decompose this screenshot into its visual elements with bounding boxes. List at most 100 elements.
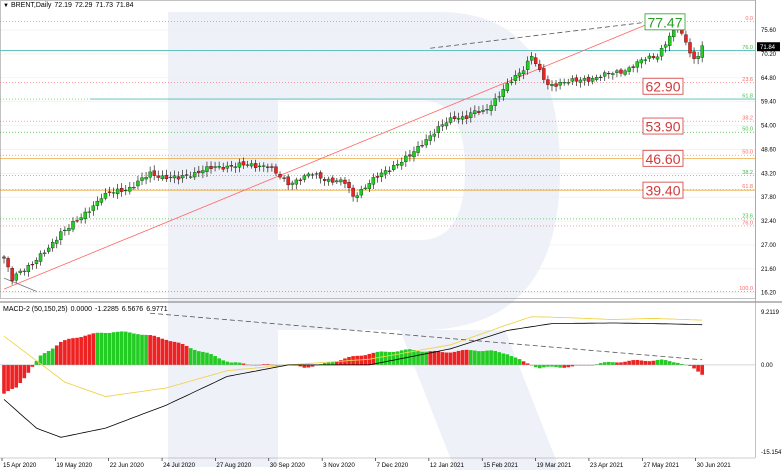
candle-body — [107, 191, 112, 193]
macd-bar — [395, 351, 400, 365]
dropdown-arrow-icon[interactable]: ▼ — [3, 3, 9, 9]
macd-bar — [533, 364, 538, 368]
macd-bar — [391, 352, 396, 365]
candle-body — [639, 59, 643, 64]
macd-bar — [399, 350, 404, 365]
candle-body — [529, 56, 534, 61]
candle-body — [566, 82, 570, 84]
candle — [477, 106, 481, 116]
candle — [197, 166, 201, 178]
candle — [363, 184, 367, 190]
candle-body — [38, 253, 43, 262]
candle — [282, 175, 286, 182]
macd-bar — [428, 351, 433, 365]
macd-bar — [152, 335, 157, 365]
candle — [99, 193, 104, 206]
candle-body — [111, 192, 116, 194]
candle — [79, 213, 83, 224]
candle-body — [578, 79, 583, 83]
fib-level-label: 61.8 — [742, 184, 753, 190]
candle — [34, 257, 39, 269]
target-label-box — [642, 77, 684, 95]
candle — [331, 175, 335, 186]
candle — [225, 161, 229, 173]
fib-level-label: 61.8 — [742, 94, 753, 100]
low-value: 71.73 — [95, 2, 113, 9]
candle-body — [542, 68, 546, 80]
macd-bar — [115, 331, 120, 365]
candle — [432, 128, 436, 142]
candle-body — [152, 170, 156, 176]
candle-body — [6, 258, 10, 268]
candle-body — [63, 229, 67, 232]
macd-bar — [643, 360, 648, 365]
candle-body — [282, 177, 286, 179]
candle — [611, 71, 615, 80]
macd-bar — [647, 361, 652, 365]
macd-bar — [99, 332, 104, 365]
candle — [310, 172, 315, 179]
macd-bar — [513, 357, 518, 365]
candle-body — [489, 105, 493, 111]
candle — [152, 165, 156, 181]
candle-body — [655, 56, 660, 60]
macd-bar — [87, 334, 92, 365]
candle — [144, 171, 148, 185]
price-tick-label: 48.60 — [761, 147, 777, 153]
macd-bar — [537, 364, 542, 369]
candle-body — [672, 30, 676, 38]
candle — [696, 51, 700, 65]
candle-body — [2, 256, 6, 259]
candle-body — [444, 122, 449, 127]
candle-body — [180, 175, 185, 179]
macd-bar — [464, 349, 469, 365]
candle-body — [18, 270, 22, 273]
macd-bar — [671, 362, 676, 365]
macd-bar — [10, 364, 14, 389]
candle-body — [367, 183, 372, 189]
candle-body — [339, 179, 343, 183]
candle-body — [517, 72, 522, 77]
candle-body — [594, 77, 599, 80]
macd-bar — [164, 339, 169, 365]
candle — [351, 184, 355, 202]
candle — [205, 161, 209, 178]
candle-body — [314, 173, 319, 175]
macd-bar — [582, 364, 587, 366]
candle — [262, 162, 266, 172]
macd-bar — [521, 361, 526, 365]
macd-bar — [680, 363, 684, 365]
candle-body — [83, 211, 87, 220]
candle — [460, 111, 465, 125]
candle-body — [538, 63, 542, 70]
candle — [132, 181, 136, 190]
macd-bar — [136, 334, 140, 365]
candle — [534, 53, 538, 67]
macd-bar — [302, 364, 307, 368]
macd-bar — [404, 349, 408, 365]
target-label-text: 53.90 — [645, 119, 680, 135]
candle-body — [241, 161, 246, 166]
candle-body — [298, 179, 303, 181]
macd-bar — [168, 341, 173, 365]
candle-body — [229, 165, 234, 167]
macd-bar — [627, 360, 631, 365]
last-price-tag — [757, 42, 780, 52]
macd-bar — [95, 332, 100, 365]
candle-body — [99, 198, 104, 203]
candle — [38, 250, 43, 266]
fib-level-label: 50.0 — [742, 127, 753, 133]
candle-body — [643, 59, 648, 61]
candle — [46, 244, 51, 254]
macd-bar — [46, 350, 51, 365]
candle-body — [318, 172, 323, 179]
candle — [412, 146, 416, 162]
candle-body — [87, 211, 91, 213]
macd-bar — [468, 350, 473, 365]
candle — [505, 78, 510, 94]
candle — [314, 171, 319, 179]
macd-bar — [107, 332, 112, 365]
price-tick-label: 59.40 — [761, 100, 777, 106]
macd-bar — [221, 360, 226, 365]
